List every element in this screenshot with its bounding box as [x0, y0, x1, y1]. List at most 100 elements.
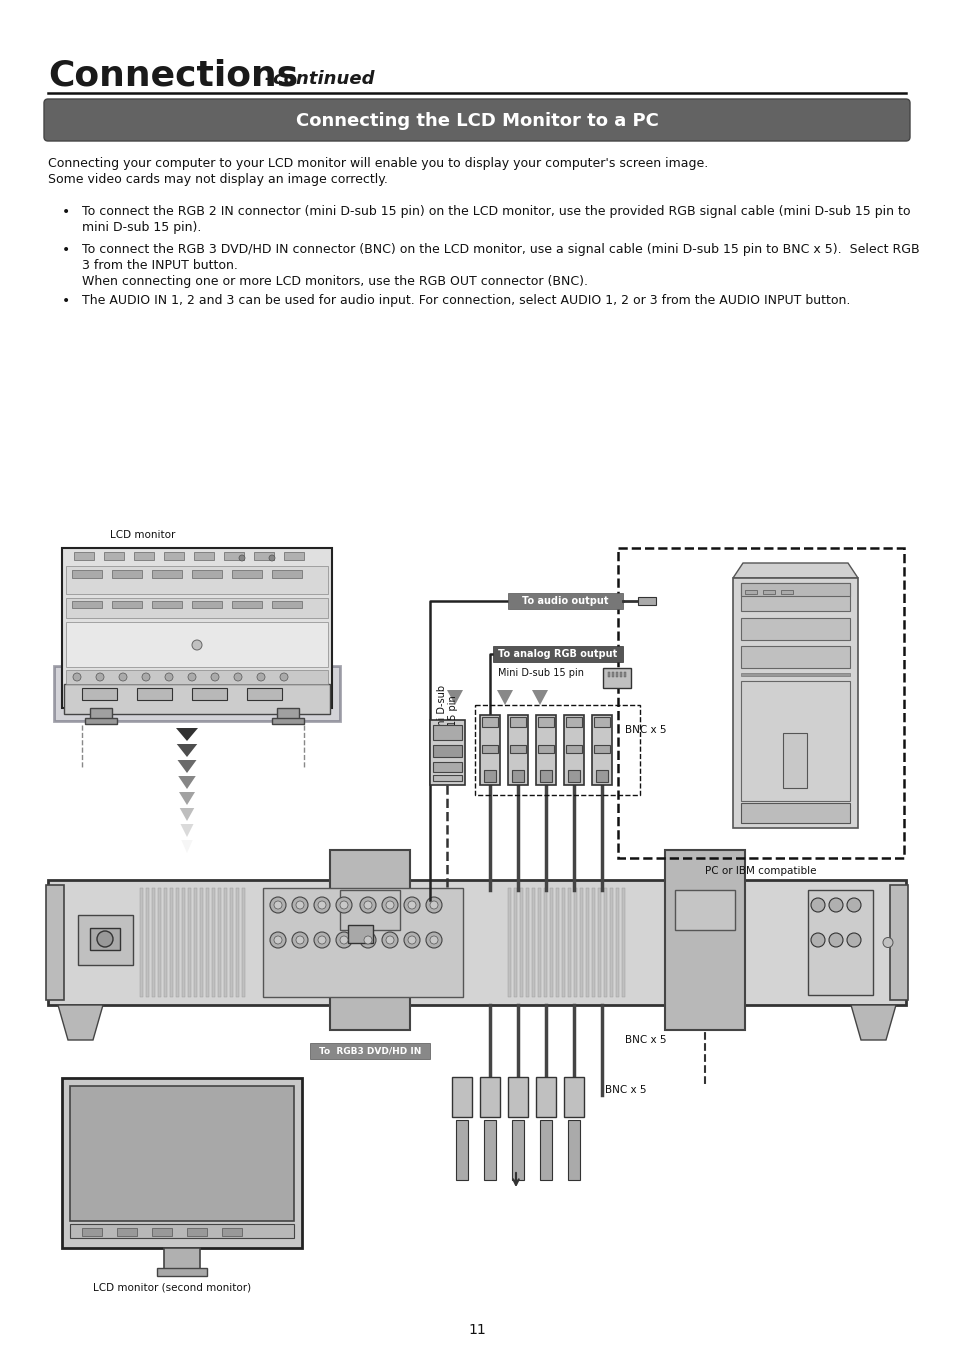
- Bar: [193, 888, 196, 997]
- Bar: [537, 888, 540, 997]
- Text: •: •: [62, 205, 71, 219]
- Polygon shape: [178, 775, 195, 789]
- Bar: [594, 744, 609, 753]
- Circle shape: [269, 555, 274, 561]
- Circle shape: [270, 897, 286, 913]
- Text: –continued: –continued: [265, 70, 375, 88]
- Circle shape: [73, 673, 81, 681]
- Bar: [539, 770, 552, 782]
- Bar: [556, 888, 558, 997]
- Bar: [616, 671, 618, 677]
- Circle shape: [211, 673, 219, 681]
- Bar: [512, 1120, 523, 1179]
- Bar: [596, 770, 607, 782]
- Bar: [781, 590, 792, 594]
- Polygon shape: [179, 808, 194, 821]
- Bar: [574, 888, 577, 997]
- Bar: [507, 715, 527, 785]
- Bar: [74, 553, 94, 561]
- Bar: [475, 705, 639, 794]
- Bar: [348, 925, 373, 943]
- Bar: [48, 880, 905, 1005]
- Bar: [433, 775, 461, 781]
- Bar: [479, 1077, 499, 1117]
- Polygon shape: [732, 563, 857, 578]
- Text: Connecting the LCD Monitor to a PC: Connecting the LCD Monitor to a PC: [295, 112, 658, 130]
- Bar: [732, 578, 857, 828]
- Bar: [90, 928, 120, 950]
- Polygon shape: [176, 744, 197, 757]
- Bar: [507, 1077, 527, 1117]
- Bar: [519, 888, 522, 997]
- Bar: [543, 888, 546, 997]
- Bar: [479, 715, 499, 785]
- Text: BNC x 5: BNC x 5: [624, 725, 666, 735]
- Bar: [230, 888, 233, 997]
- Text: •: •: [62, 243, 71, 257]
- Text: mini D-sub 15 pin).: mini D-sub 15 pin).: [82, 222, 201, 234]
- Polygon shape: [850, 1005, 895, 1040]
- Circle shape: [295, 901, 304, 909]
- Circle shape: [364, 936, 372, 944]
- Circle shape: [192, 640, 202, 650]
- Text: Connecting your computer to your LCD monitor will enable you to display your com: Connecting your computer to your LCD mon…: [48, 157, 707, 170]
- Circle shape: [882, 938, 892, 947]
- Bar: [598, 888, 600, 997]
- Bar: [430, 720, 464, 785]
- Polygon shape: [497, 690, 513, 705]
- Bar: [514, 888, 517, 997]
- Bar: [133, 553, 153, 561]
- Bar: [675, 890, 734, 929]
- Bar: [152, 1228, 172, 1236]
- Circle shape: [274, 936, 282, 944]
- Circle shape: [381, 932, 397, 948]
- Circle shape: [335, 932, 352, 948]
- Bar: [82, 688, 117, 700]
- Bar: [339, 890, 399, 929]
- Bar: [744, 590, 757, 594]
- Bar: [433, 725, 461, 740]
- Bar: [452, 1077, 472, 1117]
- Circle shape: [426, 897, 441, 913]
- Bar: [623, 671, 625, 677]
- Bar: [64, 684, 330, 713]
- Bar: [510, 744, 525, 753]
- Bar: [563, 1077, 583, 1117]
- Bar: [510, 717, 525, 727]
- Bar: [536, 1077, 556, 1117]
- Circle shape: [359, 932, 375, 948]
- Bar: [592, 888, 595, 997]
- Bar: [567, 770, 579, 782]
- Bar: [507, 593, 622, 609]
- Bar: [152, 601, 182, 608]
- Text: •: •: [62, 295, 71, 308]
- Bar: [483, 770, 496, 782]
- Bar: [565, 744, 581, 753]
- Bar: [46, 885, 64, 1000]
- Bar: [66, 566, 328, 594]
- Bar: [164, 888, 167, 997]
- Circle shape: [359, 897, 375, 913]
- Bar: [137, 688, 172, 700]
- Bar: [607, 671, 609, 677]
- Bar: [889, 885, 907, 1000]
- Bar: [232, 570, 262, 578]
- Bar: [525, 888, 529, 997]
- Circle shape: [810, 934, 824, 947]
- Bar: [740, 584, 849, 596]
- Circle shape: [188, 673, 195, 681]
- Polygon shape: [177, 761, 196, 773]
- Bar: [740, 617, 849, 640]
- Bar: [456, 1120, 468, 1179]
- Bar: [740, 673, 849, 676]
- Circle shape: [381, 897, 397, 913]
- Bar: [537, 744, 554, 753]
- Text: Mini D-sub
15 pin: Mini D-sub 15 pin: [436, 685, 457, 738]
- Bar: [253, 553, 274, 561]
- Bar: [561, 888, 564, 997]
- Text: BNC x 5: BNC x 5: [624, 1035, 666, 1046]
- Circle shape: [828, 934, 842, 947]
- Circle shape: [314, 932, 330, 948]
- Bar: [616, 888, 618, 997]
- Bar: [782, 734, 806, 788]
